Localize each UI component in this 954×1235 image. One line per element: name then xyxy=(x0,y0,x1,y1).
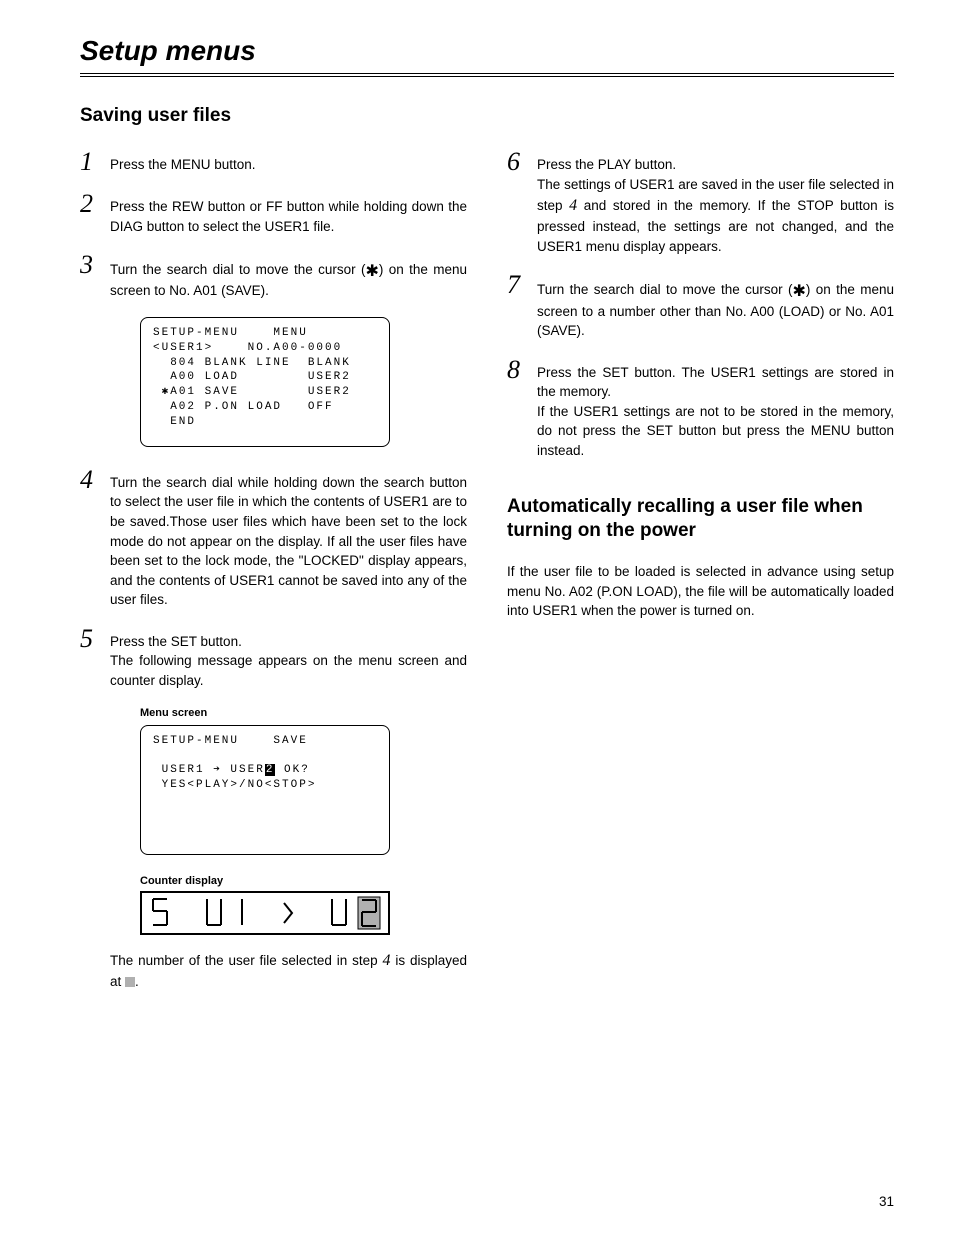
section-title-auto-recall: Automatically recalling a user file when… xyxy=(507,495,894,544)
step-number: 6 xyxy=(507,149,529,175)
step-text: Turn the search dial to move the cursor … xyxy=(110,252,467,301)
menu-screen-display-1: SETUP-MENU MENU <USER1> NO.A00-0000 804 … xyxy=(140,317,390,447)
seg-blank xyxy=(252,898,271,928)
inline-step-ref: 4 xyxy=(569,197,577,214)
step-6: 6 Press the PLAY button.The settings of … xyxy=(507,149,894,256)
step-text: Press the SET button. The USER1 settings… xyxy=(537,357,894,461)
seg-blank xyxy=(178,898,197,928)
counter-display-label: Counter display xyxy=(140,875,467,887)
step-text: Press the REW button or FF button while … xyxy=(110,191,467,236)
step-text: Press the SET button.The following messa… xyxy=(110,626,467,691)
counter-display xyxy=(140,891,390,935)
inline-step-ref: 4 xyxy=(383,952,391,969)
step-text: Press the MENU button. xyxy=(110,149,467,175)
seven-segment-2-boxed xyxy=(357,896,381,930)
left-column: 1 Press the MENU button. 2 Press the REW… xyxy=(80,149,467,991)
asterisk-icon: ✱ xyxy=(792,283,805,300)
step-number: 1 xyxy=(80,149,102,175)
step-text: Turn the search dial while holding down … xyxy=(110,467,467,610)
menu-screen-label: Menu screen xyxy=(140,707,467,719)
gray-box-icon xyxy=(125,977,135,987)
step-text: Press the PLAY button.The settings of US… xyxy=(537,149,894,256)
seven-segment-u xyxy=(203,897,225,929)
section2-body: If the user file to be loaded is selecte… xyxy=(507,562,894,621)
step-number: 7 xyxy=(507,272,529,298)
menu-screen-display-2: SETUP-MENU SAVE USER1 ➔ USER2 OK? YES<PL… xyxy=(140,725,390,855)
step-2: 2 Press the REW button or FF button whil… xyxy=(80,191,467,236)
step-text: Turn the search dial to move the cursor … xyxy=(537,272,894,340)
seven-segment-arrow xyxy=(278,897,296,929)
title-bar: Setup menus xyxy=(80,35,894,77)
seven-segment-1 xyxy=(232,897,246,929)
step-number: 8 xyxy=(507,357,529,383)
right-column: 6 Press the PLAY button.The settings of … xyxy=(507,149,894,991)
section-title-saving: Saving user files xyxy=(80,105,894,127)
seven-segment-u xyxy=(328,897,350,929)
step-8: 8 Press the SET button. The USER1 settin… xyxy=(507,357,894,461)
step-4: 4 Turn the search dial while holding dow… xyxy=(80,467,467,610)
note-below-counter: The number of the user file selected in … xyxy=(110,949,467,992)
step-5: 5 Press the SET button.The following mes… xyxy=(80,626,467,691)
asterisk-icon: ✱ xyxy=(365,263,378,280)
page-number: 31 xyxy=(879,1194,894,1209)
seg-blank xyxy=(303,898,322,928)
step-3: 3 Turn the search dial to move the curso… xyxy=(80,252,467,301)
page-title: Setup menus xyxy=(80,35,894,67)
step-1: 1 Press the MENU button. xyxy=(80,149,467,175)
step-number: 5 xyxy=(80,626,102,652)
step-7: 7 Turn the search dial to move the curso… xyxy=(507,272,894,340)
seven-segment-s xyxy=(149,897,171,929)
step-number: 3 xyxy=(80,252,102,278)
step-number: 4 xyxy=(80,467,102,493)
two-column-layout: 1 Press the MENU button. 2 Press the REW… xyxy=(80,149,894,991)
step-number: 2 xyxy=(80,191,102,217)
